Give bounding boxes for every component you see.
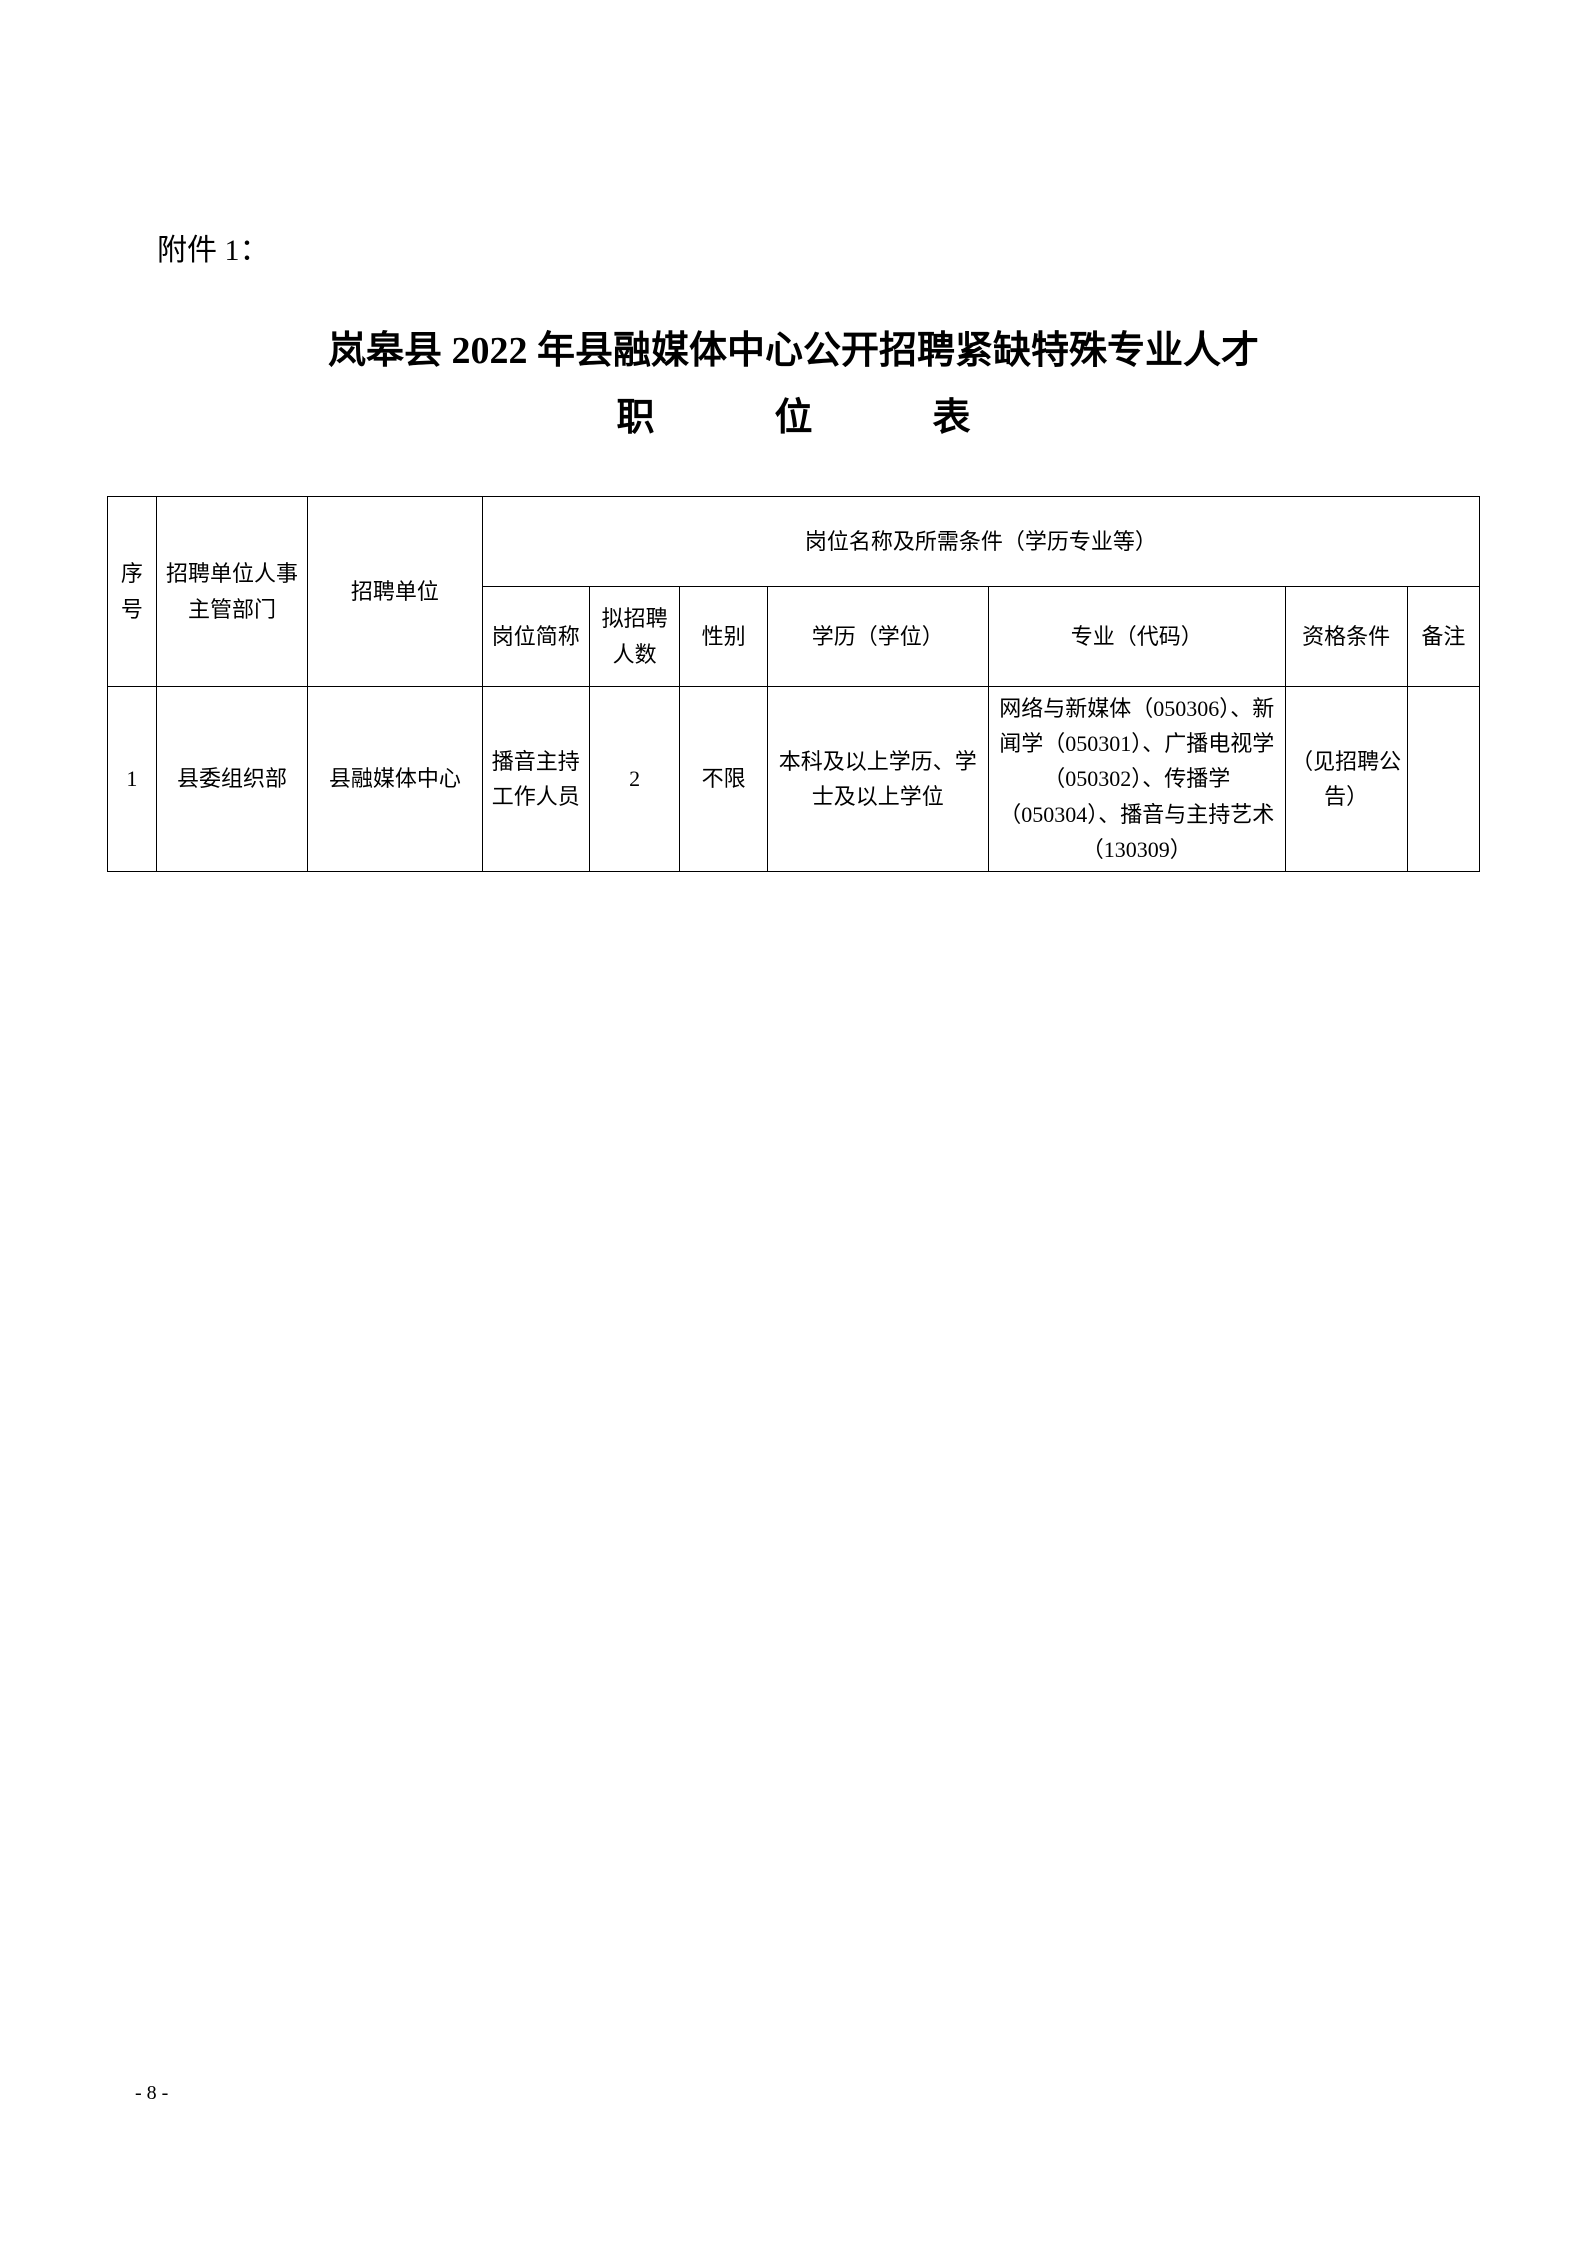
cell-count: 2 bbox=[589, 687, 680, 872]
header-qualification: 资格条件 bbox=[1285, 587, 1407, 687]
cell-qualification: （见招聘公告） bbox=[1285, 687, 1407, 872]
header-education: 学历（学位） bbox=[767, 587, 988, 687]
header-unit: 招聘单位 bbox=[308, 497, 483, 687]
header-seq: 序号 bbox=[108, 497, 157, 687]
cell-seq: 1 bbox=[108, 687, 157, 872]
table-header-row-1: 序号 招聘单位人事主管部门 招聘单位 岗位名称及所需条件（学历专业等） bbox=[108, 497, 1480, 587]
header-count: 拟招聘人数 bbox=[589, 587, 680, 687]
cell-gender: 不限 bbox=[680, 687, 767, 872]
attachment-label: 附件 1： bbox=[157, 225, 1480, 269]
header-major: 专业（代码） bbox=[988, 587, 1285, 687]
header-conditions-group: 岗位名称及所需条件（学历专业等） bbox=[482, 497, 1479, 587]
page-container: 附件 1： 岚皋县 2022 年县融媒体中心公开招聘紧缺特殊专业人才 职位表 序… bbox=[0, 0, 1587, 872]
cell-position: 播音主持工作人员 bbox=[482, 687, 589, 872]
cell-education: 本科及以上学历、学士及以上学位 bbox=[767, 687, 988, 872]
page-number: - 8 - bbox=[135, 2082, 168, 2105]
table-row: 1 县委组织部 县融媒体中心 播音主持工作人员 2 不限 本科及以上学历、学士及… bbox=[108, 687, 1480, 872]
header-position: 岗位简称 bbox=[482, 587, 589, 687]
title-line-1: 岚皋县 2022 年县融媒体中心公开招聘紧缺特殊专业人才 bbox=[107, 319, 1480, 374]
title-line-2: 职位表 bbox=[107, 386, 1480, 441]
positions-table: 序号 招聘单位人事主管部门 招聘单位 岗位名称及所需条件（学历专业等） 岗位简称… bbox=[107, 496, 1480, 872]
cell-note bbox=[1407, 687, 1479, 872]
cell-dept: 县委组织部 bbox=[156, 687, 307, 872]
header-note: 备注 bbox=[1407, 587, 1479, 687]
cell-unit: 县融媒体中心 bbox=[308, 687, 483, 872]
header-gender: 性别 bbox=[680, 587, 767, 687]
header-dept: 招聘单位人事主管部门 bbox=[156, 497, 307, 687]
cell-major: 网络与新媒体（050306）、新闻学（050301）、广播电视学（050302）… bbox=[988, 687, 1285, 872]
